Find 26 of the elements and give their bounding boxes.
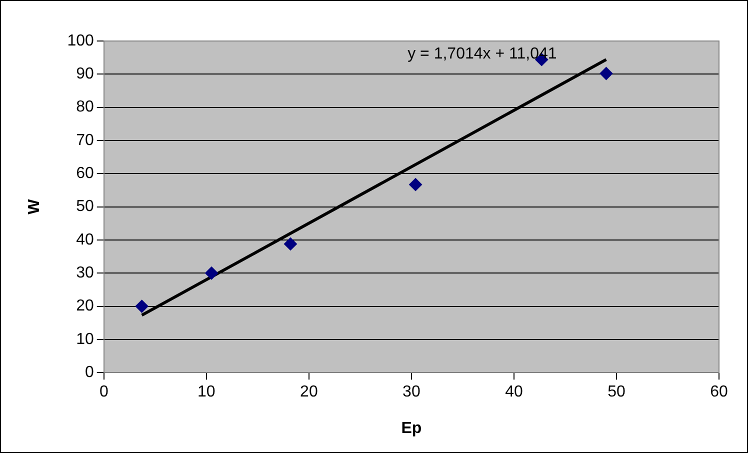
x-axis-title: Ep [401, 420, 422, 437]
y-tick-label: 60 [76, 165, 94, 182]
y-tick-label: 0 [84, 364, 94, 382]
y-tick-label: 100 [67, 32, 94, 50]
y-tick-label: 10 [76, 330, 94, 348]
y-tick-label: 50 [76, 198, 94, 216]
x-tick-label: 20 [300, 384, 318, 401]
annotation: y = 1,7014x + 11,041 [408, 45, 557, 62]
point [205, 266, 218, 280]
point [135, 300, 148, 313]
x-tick-label: 60 [710, 384, 728, 401]
x-tick-label: 10 [198, 384, 216, 401]
y-tick-label: 30 [76, 264, 94, 282]
y-tick-label: 80 [76, 98, 94, 116]
y-tick-label: 20 [76, 298, 94, 315]
y-tick-label: 40 [76, 231, 94, 248]
x-tick-label: 40 [505, 384, 523, 401]
x-tick-label: 30 [402, 384, 420, 401]
point [600, 66, 613, 80]
x-tick-label: 0 [99, 384, 108, 401]
point [409, 178, 422, 192]
y-tick-label: 90 [76, 66, 94, 83]
x-tick-label: 50 [608, 384, 626, 401]
point [284, 237, 297, 250]
y-axis-title: W [26, 198, 44, 214]
y-tick-label: 70 [76, 132, 94, 149]
